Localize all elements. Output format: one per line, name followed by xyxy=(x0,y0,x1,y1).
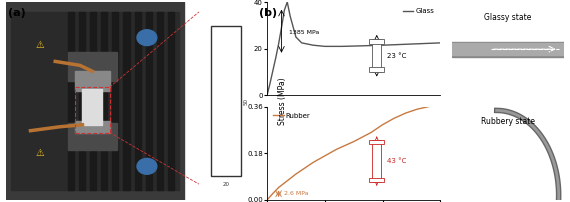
Text: 1385 MPa: 1385 MPa xyxy=(289,30,319,35)
Text: 20: 20 xyxy=(223,182,230,187)
Bar xyxy=(112,12,119,190)
Bar xyxy=(199,0,254,184)
Bar xyxy=(369,178,384,182)
Text: 2.6 MPa: 2.6 MPa xyxy=(284,191,309,196)
Text: (b): (b) xyxy=(259,8,278,18)
Text: Stress (MPa): Stress (MPa) xyxy=(278,77,287,125)
Text: 50: 50 xyxy=(243,98,249,104)
Bar xyxy=(372,140,381,182)
Text: Glassy state: Glassy state xyxy=(484,13,532,22)
Legend: Glass: Glass xyxy=(400,5,437,17)
Bar xyxy=(157,12,163,190)
Text: 23 °C: 23 °C xyxy=(387,53,406,59)
Bar xyxy=(168,12,174,190)
Bar xyxy=(146,12,152,190)
Text: ⚠: ⚠ xyxy=(36,40,45,49)
Text: 43 °C: 43 °C xyxy=(387,158,406,164)
Bar xyxy=(369,67,384,72)
Bar xyxy=(211,26,241,176)
Legend: Rubber: Rubber xyxy=(271,110,314,122)
Bar xyxy=(68,12,74,190)
Bar xyxy=(79,12,85,190)
Bar xyxy=(75,121,110,133)
Bar xyxy=(135,12,141,190)
Bar xyxy=(83,89,102,125)
Bar xyxy=(101,12,107,190)
Text: (a): (a) xyxy=(8,8,26,18)
Bar xyxy=(75,87,110,133)
Circle shape xyxy=(137,158,157,174)
Text: ⚠: ⚠ xyxy=(36,148,45,158)
Bar xyxy=(6,2,184,200)
Bar xyxy=(123,12,129,190)
Text: Rubbery state: Rubbery state xyxy=(481,117,535,126)
Bar xyxy=(11,12,179,190)
Bar xyxy=(68,123,117,150)
Bar xyxy=(369,39,384,44)
Bar xyxy=(451,43,564,55)
Bar xyxy=(75,71,110,91)
Bar xyxy=(372,39,381,72)
Bar xyxy=(451,42,564,57)
Bar xyxy=(90,12,96,190)
Bar xyxy=(68,52,117,81)
Bar xyxy=(369,140,384,144)
Circle shape xyxy=(137,30,157,46)
